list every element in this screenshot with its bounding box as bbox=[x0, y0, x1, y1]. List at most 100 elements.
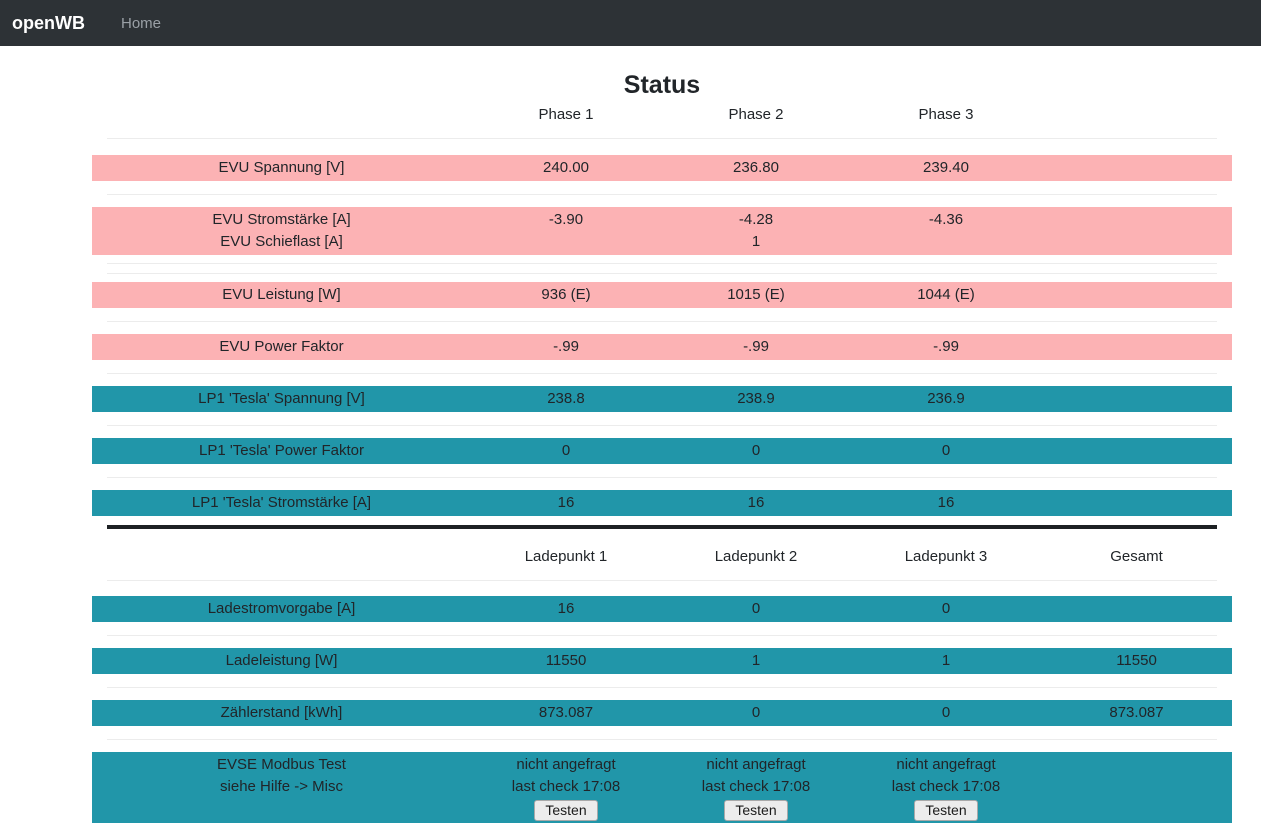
cell-value: 873.087 bbox=[471, 702, 661, 724]
cell-value-line: 16 bbox=[937, 494, 955, 511]
cell-value-line bbox=[1041, 231, 1232, 253]
table-row: LP1 'Tesla' Power Faktor 0 0 0 bbox=[92, 438, 1232, 464]
cell-value-line: 11550 bbox=[1116, 652, 1157, 669]
cell-value-line: -4.28 bbox=[738, 211, 774, 228]
cell-value: nicht angefragt last check 17:08 Testen bbox=[851, 754, 1041, 821]
cell-value-line: 0 bbox=[561, 442, 571, 459]
row-label: Ladestromvorgabe [A] bbox=[92, 598, 471, 620]
cell-value: 16 bbox=[851, 492, 1041, 514]
spacer-gap bbox=[92, 572, 1232, 580]
row-label-line: EVU Spannung [V] bbox=[218, 159, 345, 176]
cell-value-line: 238.9 bbox=[737, 390, 775, 407]
table-row: EVU Stromstärke [A] EVU Schieflast [A] -3.… bbox=[92, 207, 1232, 255]
row-label: Zählerstand [kWh] bbox=[92, 702, 471, 724]
cell-value-line: -.99 bbox=[933, 338, 959, 355]
cell-value-line bbox=[1041, 776, 1232, 798]
status-page: Status Phase 1 Phase 2 Phase 3 EVU Spannung… bbox=[92, 70, 1232, 823]
table-row: Ladestromvorgabe [A] 16 0 0 bbox=[92, 596, 1232, 622]
cell-value-line bbox=[1041, 388, 1232, 410]
testen-button[interactable]: Testen bbox=[914, 800, 978, 821]
cell-value: 16 bbox=[661, 492, 851, 514]
row-label: EVU Stromstärke [A] EVU Schieflast [A] bbox=[92, 209, 471, 253]
cell-value-line bbox=[1041, 157, 1232, 179]
phase-header-3: Phase 3 bbox=[918, 106, 974, 123]
cell-value: 0 bbox=[851, 702, 1041, 724]
phase-header-1: Phase 1 bbox=[538, 106, 594, 123]
cell-value: 11550 bbox=[471, 650, 661, 672]
row-spacer bbox=[92, 412, 1232, 438]
row-divider bbox=[107, 476, 1217, 478]
row-label: EVU Leistung [W] bbox=[92, 284, 471, 306]
row-divider bbox=[107, 263, 1217, 265]
row-spacer bbox=[92, 360, 1232, 386]
row-divider bbox=[107, 272, 1217, 274]
cell-value: 873.087 bbox=[1041, 702, 1232, 724]
cell-value-line: last check 17:08 bbox=[701, 778, 811, 795]
row-label-line: LP1 'Tesla' Spannung [V] bbox=[198, 390, 365, 407]
cell-value-line: 0 bbox=[751, 704, 761, 721]
table-row: EVU Leistung [W] 936 (E) 1015 (E) 1044 (E) bbox=[92, 282, 1232, 308]
cell-value-line: 0 bbox=[751, 442, 761, 459]
cell-value: 1 bbox=[661, 650, 851, 672]
cell-value bbox=[1041, 440, 1232, 462]
row-label-line: LP1 'Tesla' Power Faktor bbox=[199, 442, 364, 459]
cell-value: 0 bbox=[661, 440, 851, 462]
cell-value: -3.90 bbox=[471, 209, 661, 253]
ladepunkt-header-row: Ladepunkt 1 Ladepunkt 2 Ladepunkt 3 Gesamt bbox=[92, 542, 1232, 572]
cell-value-line: 240.00 bbox=[543, 159, 589, 176]
cell-value-line: nicht angefragt bbox=[516, 756, 616, 773]
row-label-line: Ladeleistung [W] bbox=[225, 652, 338, 669]
cell-value-line bbox=[471, 231, 661, 253]
row-label-line: EVU Stromstärke [A] bbox=[212, 211, 351, 228]
cell-value-line: 238.8 bbox=[547, 390, 585, 407]
row-label-line: EVSE Modbus Test bbox=[217, 756, 346, 773]
row-label: EVSE Modbus Test siehe Hilfe -> Misc bbox=[92, 754, 471, 798]
row-divider bbox=[107, 193, 1217, 195]
spacer-gap bbox=[92, 139, 1232, 155]
cell-value: 0 bbox=[471, 440, 661, 462]
cell-value-line: 1 bbox=[941, 652, 951, 669]
testen-button[interactable]: Testen bbox=[724, 800, 788, 821]
cell-value: 1015 (E) bbox=[661, 284, 851, 306]
cell-value-line bbox=[1041, 598, 1232, 620]
cell-value-line: 0 bbox=[941, 600, 951, 617]
ladepunkt-header-1: Ladepunkt 1 bbox=[524, 548, 608, 565]
cell-value-line: -.99 bbox=[743, 338, 769, 355]
cell-value-line bbox=[851, 231, 1041, 253]
cell-value-line: -3.90 bbox=[548, 211, 584, 228]
cell-value: 1 bbox=[851, 650, 1041, 672]
cell-value-line: last check 17:08 bbox=[511, 778, 621, 795]
row-divider bbox=[107, 138, 1217, 139]
cell-value: nicht angefragt last check 17:08 Testen bbox=[471, 754, 661, 821]
testen-button[interactable]: Testen bbox=[534, 800, 598, 821]
row-spacer bbox=[92, 255, 1232, 282]
cell-value: 11550 bbox=[1041, 650, 1232, 672]
row-spacer bbox=[92, 674, 1232, 700]
cell-value-line: nicht angefragt bbox=[706, 756, 806, 773]
row-spacer bbox=[92, 622, 1232, 648]
cell-value-line: 11550 bbox=[545, 652, 587, 669]
cell-value-line: nicht angefragt bbox=[896, 756, 996, 773]
phase-header-row: Phase 1 Phase 2 Phase 3 bbox=[92, 100, 1232, 130]
spacer-gap bbox=[92, 516, 1232, 525]
row-label: EVU Power Faktor bbox=[92, 336, 471, 358]
row-spacer bbox=[92, 181, 1232, 207]
table-row: LP1 'Tesla' Stromstärke [A] 16 16 16 bbox=[92, 490, 1232, 516]
cell-value-line: 236.9 bbox=[927, 390, 965, 407]
cell-value: nicht angefragt last check 17:08 Testen bbox=[661, 754, 851, 821]
openwb-brand-link[interactable]: openWB bbox=[12, 12, 85, 33]
row-label: Ladeleistung [W] bbox=[92, 650, 471, 672]
row-divider bbox=[107, 634, 1217, 636]
cell-value-line bbox=[1041, 440, 1232, 462]
cell-value-line: 1 bbox=[751, 652, 761, 669]
cell-value-line bbox=[1041, 754, 1232, 776]
cell-value bbox=[1041, 388, 1232, 410]
cell-value-line: 0 bbox=[751, 600, 761, 617]
cell-value-line: 0 bbox=[941, 704, 951, 721]
nav-item-home[interactable]: Home bbox=[120, 14, 161, 32]
cell-value: -.99 bbox=[661, 336, 851, 358]
phase-header-2: Phase 2 bbox=[728, 106, 784, 123]
row-label-line: LP1 'Tesla' Stromstärke [A] bbox=[191, 494, 372, 511]
row-divider bbox=[107, 424, 1217, 426]
cell-value-line: 0 bbox=[941, 442, 951, 459]
